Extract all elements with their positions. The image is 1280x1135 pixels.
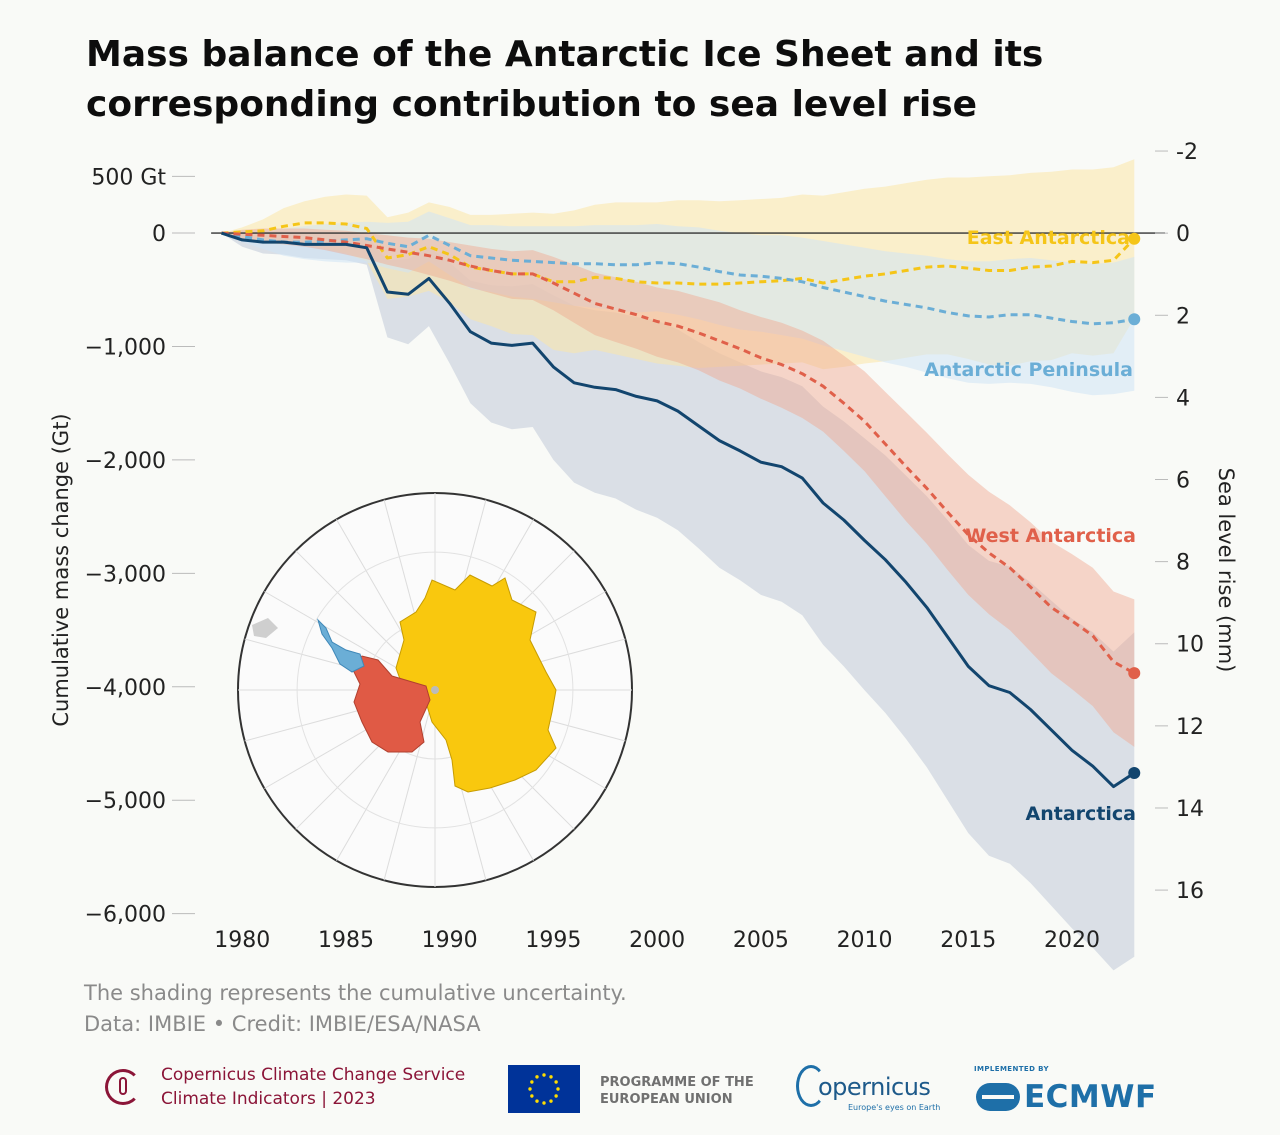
end-point-east-antarctica — [1128, 232, 1141, 245]
map-south-pole — [431, 686, 439, 694]
map-meridian — [383, 689, 436, 881]
ecmwf-wordmark: ECMWF — [1024, 1079, 1157, 1115]
y2-tick-label: 4 — [1176, 386, 1190, 411]
end-point-west-antarctica — [1128, 667, 1141, 680]
eu-star-icon — [549, 1075, 553, 1079]
x-tick-label: 1985 — [318, 928, 374, 953]
series-label-antarctica: Antarctica — [1026, 803, 1136, 825]
footer-logos: Copernicus Climate Change Service Climat… — [0, 1055, 1280, 1135]
eu-programme-text: PROGRAMME OF THE EUROPEAN UNION — [600, 1075, 754, 1107]
chart-title: Mass balance of the Antarctic Ice Sheet … — [86, 34, 1044, 125]
y-axis-right: -2 0 2 4 6 8 10 12 14 16 — [1155, 140, 1204, 904]
x-tick-label: 1995 — [525, 928, 581, 953]
band-antarctic-peninsula — [221, 211, 1135, 396]
ecmwf-wave-icon — [976, 1083, 1020, 1111]
thermometer-icon — [119, 1077, 127, 1095]
implemented-by-label: IMPLEMENTED BY — [974, 1065, 1049, 1073]
data-credit: Data: IMBIE • Credit: IMBIE/ESA/NASA — [84, 1012, 481, 1036]
x-tick-label: 2010 — [837, 928, 893, 953]
copernicus-wordmark: opernicus — [818, 1073, 931, 1101]
map-south-america-tip — [252, 618, 278, 638]
map-peninsula-region — [316, 618, 365, 673]
copernicus-tagline: Europe's eyes on Earth — [848, 1103, 941, 1112]
line-east-antarctica — [221, 221, 1136, 286]
x-axis: 1980 1985 1990 1995 2000 2005 2010 2015 2020 — [214, 928, 1100, 953]
x-tick-label: 2015 — [940, 928, 996, 953]
series-lines — [221, 221, 1141, 789]
eu-star-icon — [554, 1080, 558, 1084]
map-west-antarctica-region — [351, 655, 431, 753]
band-antarctica — [221, 230, 1135, 971]
series-label-west-antarctica: West Antarctica — [965, 525, 1136, 547]
y2-tick-label: 12 — [1176, 715, 1204, 740]
series-labels: East Antarctica Antarctic Peninsula West A… — [924, 227, 1136, 825]
c3s-name: Copernicus Climate Change Service — [161, 1065, 466, 1085]
y2-tick-label: 14 — [1176, 797, 1204, 822]
chart-note: The shading represents the cumulative un… — [84, 978, 627, 1040]
x-tick-label: 2020 — [1044, 928, 1100, 953]
y2-tick-label: 10 — [1176, 633, 1204, 658]
chart-area: 500 Gt 0 −1,000 −2,000 −3,000 −4,000 −5,000 −6,… — [49, 140, 1238, 971]
y-tick-label: −2,000 — [85, 449, 166, 474]
eu-star-icon — [549, 1099, 553, 1103]
y2-tick-label: 0 — [1176, 222, 1190, 247]
y-tick-label: −6,000 — [85, 903, 166, 928]
y2-tick-label: 8 — [1176, 551, 1190, 576]
y-tick-label: −5,000 — [85, 789, 166, 814]
eu-flag-icon — [508, 1065, 580, 1113]
y-tick-label: 0 — [152, 222, 166, 247]
line-west-antarctica — [221, 231, 1136, 675]
eu-star-icon — [528, 1087, 532, 1091]
copernicus-logo[interactable]: opernicus Europe's eyes on Earth — [796, 1063, 946, 1119]
eu-star-icon — [542, 1101, 546, 1105]
series-label-east-antarctica: East Antarctica — [967, 227, 1130, 249]
y-axis-title: Cumulative mass change (Gt) — [49, 413, 73, 726]
y2-tick-label: 2 — [1176, 304, 1190, 329]
uncertainty-bands — [221, 159, 1135, 971]
y2-tick-label: -2 — [1176, 140, 1198, 165]
eu-star-icon — [530, 1080, 534, 1084]
eu-star-icon — [554, 1094, 558, 1098]
x-tick-label: 1980 — [214, 928, 270, 953]
ecmwf-logo[interactable]: IMPLEMENTED BY ECMWF — [972, 1061, 1172, 1117]
antarctica-map-inset — [237, 492, 633, 888]
y2-tick-label: 16 — [1176, 879, 1204, 904]
line-antarctica — [221, 231, 1136, 789]
series-label-antarctic-peninsula: Antarctic Peninsula — [924, 359, 1133, 381]
end-point-antarctic-peninsula — [1128, 313, 1141, 326]
shading-note: The shading represents the cumulative un… — [84, 981, 627, 1005]
y2-tick-label: 6 — [1176, 469, 1190, 494]
eu-star-icon — [556, 1087, 560, 1091]
eu-star-icon — [535, 1099, 539, 1103]
band-west-antarctica — [221, 228, 1135, 747]
y-tick-label: 500 Gt — [91, 165, 166, 190]
x-tick-label: 2000 — [629, 928, 685, 953]
end-point-antarctica — [1128, 767, 1141, 779]
eu-star-icon — [535, 1075, 539, 1079]
y-tick-label: −4,000 — [85, 676, 166, 701]
x-tick-label: 2005 — [733, 928, 789, 953]
eu-star-icon — [542, 1073, 546, 1077]
y-tick-label: −3,000 — [85, 562, 166, 587]
c3s-subtitle: Climate Indicators | 2023 — [161, 1089, 376, 1109]
c3s-ring-icon — [105, 1069, 141, 1105]
copernicus-c-icon — [796, 1065, 826, 1107]
eu-star-icon — [530, 1094, 534, 1098]
y-tick-label: −1,000 — [85, 335, 166, 360]
y-axis-left: 500 Gt 0 −1,000 −2,000 −3,000 −4,000 −5,000 −6,… — [85, 165, 195, 928]
map-parallel — [296, 551, 574, 829]
y2-axis-title: Sea level rise (mm) — [1214, 468, 1238, 673]
x-tick-label: 1990 — [422, 928, 478, 953]
